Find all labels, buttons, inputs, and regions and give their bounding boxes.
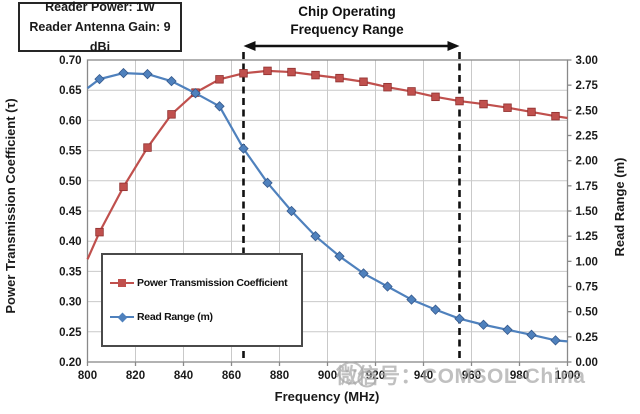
legend-item-power-transmission-coefficient: Power Transmission Coefficient [110,277,301,289]
x-axis-tick-label: 900 [318,370,337,382]
y-axis-right-title: Read Range (m) [612,158,627,257]
series-line-0 [86,69,568,260]
data-point-diamond-marker [286,205,297,217]
y-axis-left-title: Power Transmission Coefficient (τ) [3,98,18,313]
x-axis-tick-label: 800 [78,370,97,382]
data-point-diamond-marker [94,73,105,85]
data-point-square-marker [503,103,512,112]
x-axis-tick-label: 880 [270,370,289,382]
legend-label-power-transmission-coefficient: Power Transmission Coefficient [137,277,288,289]
data-point-square-marker [95,227,104,237]
data-point-square-marker [167,110,176,119]
y-axis-left-tick-label: 0.45 [59,206,82,218]
data-point-square-marker [455,96,464,106]
y-axis-left-tick-label: 0.55 [59,146,82,158]
y-axis-left-tick-label: 0.35 [59,266,82,278]
x-axis-tick-label: 920 [366,370,385,382]
y-axis-right-tick-label: 0.25 [576,332,599,344]
data-point-diamond-marker [406,294,417,305]
data-point-square-marker [479,99,488,109]
data-point-diamond-marker [118,67,129,79]
chip-operating-range-annotation: Chip Operating Frequency Range [247,3,447,38]
data-point-square-marker [335,73,344,83]
y-axis-right-tick-label: 1.00 [576,256,598,268]
y-axis-right-tick-label: 2.75 [576,80,599,92]
y-axis-right-tick-label: 0.75 [576,282,599,294]
y-axis-right-tick-label: 3.00 [576,55,598,67]
y-axis-left-tick-label: 0.60 [59,115,81,127]
legend-item-read-range: Read Range (m) [110,311,301,323]
data-point-square-marker [239,69,248,78]
reader-power-text: Reader Power: 1W [45,0,155,14]
y-axis-right-tick-label: 2.00 [576,156,598,168]
x-axis-title: Frequency (MHz) [275,389,380,404]
data-point-square-marker [311,70,320,80]
blue-diamond-series-marker-icon [110,311,134,323]
data-point-diamond-marker [214,101,225,112]
y-axis-left-tick-label: 0.40 [59,236,81,248]
x-axis-tick-label: 980 [510,370,529,382]
red-square-series-marker-icon [110,277,134,289]
y-axis-right-tick-label: 0.50 [576,307,598,319]
y-axis-right-tick-label: 1.50 [576,206,598,218]
data-point-diamond-marker [310,231,321,242]
data-point-diamond-marker [502,324,513,335]
data-point-square-marker [359,77,368,86]
data-point-square-marker [431,92,440,102]
data-point-square-marker [527,107,536,117]
chart-legend: Power Transmission Coefficient Read Rang… [101,253,303,347]
x-axis-tick-label: 860 [222,370,241,382]
data-point-diamond-marker [166,75,177,87]
data-point-diamond-marker [238,143,249,154]
data-point-diamond-marker [334,251,345,262]
x-axis-tick-label: 940 [414,370,433,382]
y-axis-right-tick-label: 2.50 [576,105,598,117]
annotation-line-1: Chip Operating [298,4,396,19]
data-point-diamond-marker [478,319,489,330]
reader-parameters-box: Reader Power: 1W Reader Antenna Gain: 9 … [18,0,182,54]
y-axis-right-tick-label: 2.25 [576,131,599,143]
annotation-line-2: Frequency Range [290,21,404,37]
x-axis-tick-label: 1000 [555,370,581,382]
reader-antenna-gain-text: Reader Antenna Gain: 9 dBi [29,20,171,54]
data-point-diamond-marker [454,313,465,324]
data-point-square-marker [215,75,224,84]
data-point-diamond-marker [382,281,393,292]
y-axis-left-tick-label: 0.65 [59,85,82,97]
data-point-diamond-marker [190,88,201,99]
data-point-square-marker [383,82,392,92]
data-point-square-marker [119,182,128,192]
data-point-square-marker [287,67,296,77]
data-point-diamond-marker [262,177,273,188]
data-point-diamond-marker [430,304,441,315]
data-point-diamond-marker [142,68,153,80]
data-point-diamond-marker [526,329,537,340]
y-axis-left-tick-label: 0.25 [59,327,82,339]
x-axis-tick-label: 820 [126,370,145,382]
y-axis-left-tick-label: 0.70 [59,55,81,67]
y-axis-right-tick-label: 1.25 [576,231,599,243]
y-axis-left-tick-label: 0.50 [59,176,81,188]
arrow-head-right-icon [447,41,460,51]
y-axis-right-tick-label: 1.75 [576,181,599,193]
x-axis-tick-label: 960 [462,370,481,382]
data-point-square-marker [143,143,152,152]
data-point-diamond-marker [358,268,369,279]
legend-label-read-range: Read Range (m) [137,311,213,323]
data-point-square-marker [551,111,560,121]
y-axis-left-tick-label: 0.30 [59,297,81,309]
arrow-head-left-icon [243,41,256,51]
x-axis-tick-label: 840 [174,370,193,382]
y-axis-right-tick-label: 0.00 [576,357,598,369]
y-axis-left-tick-label: 0.20 [59,357,81,369]
data-point-diamond-marker [550,335,561,346]
data-point-square-marker [407,87,416,96]
series-line-1 [86,71,568,343]
data-point-square-marker [263,66,272,76]
